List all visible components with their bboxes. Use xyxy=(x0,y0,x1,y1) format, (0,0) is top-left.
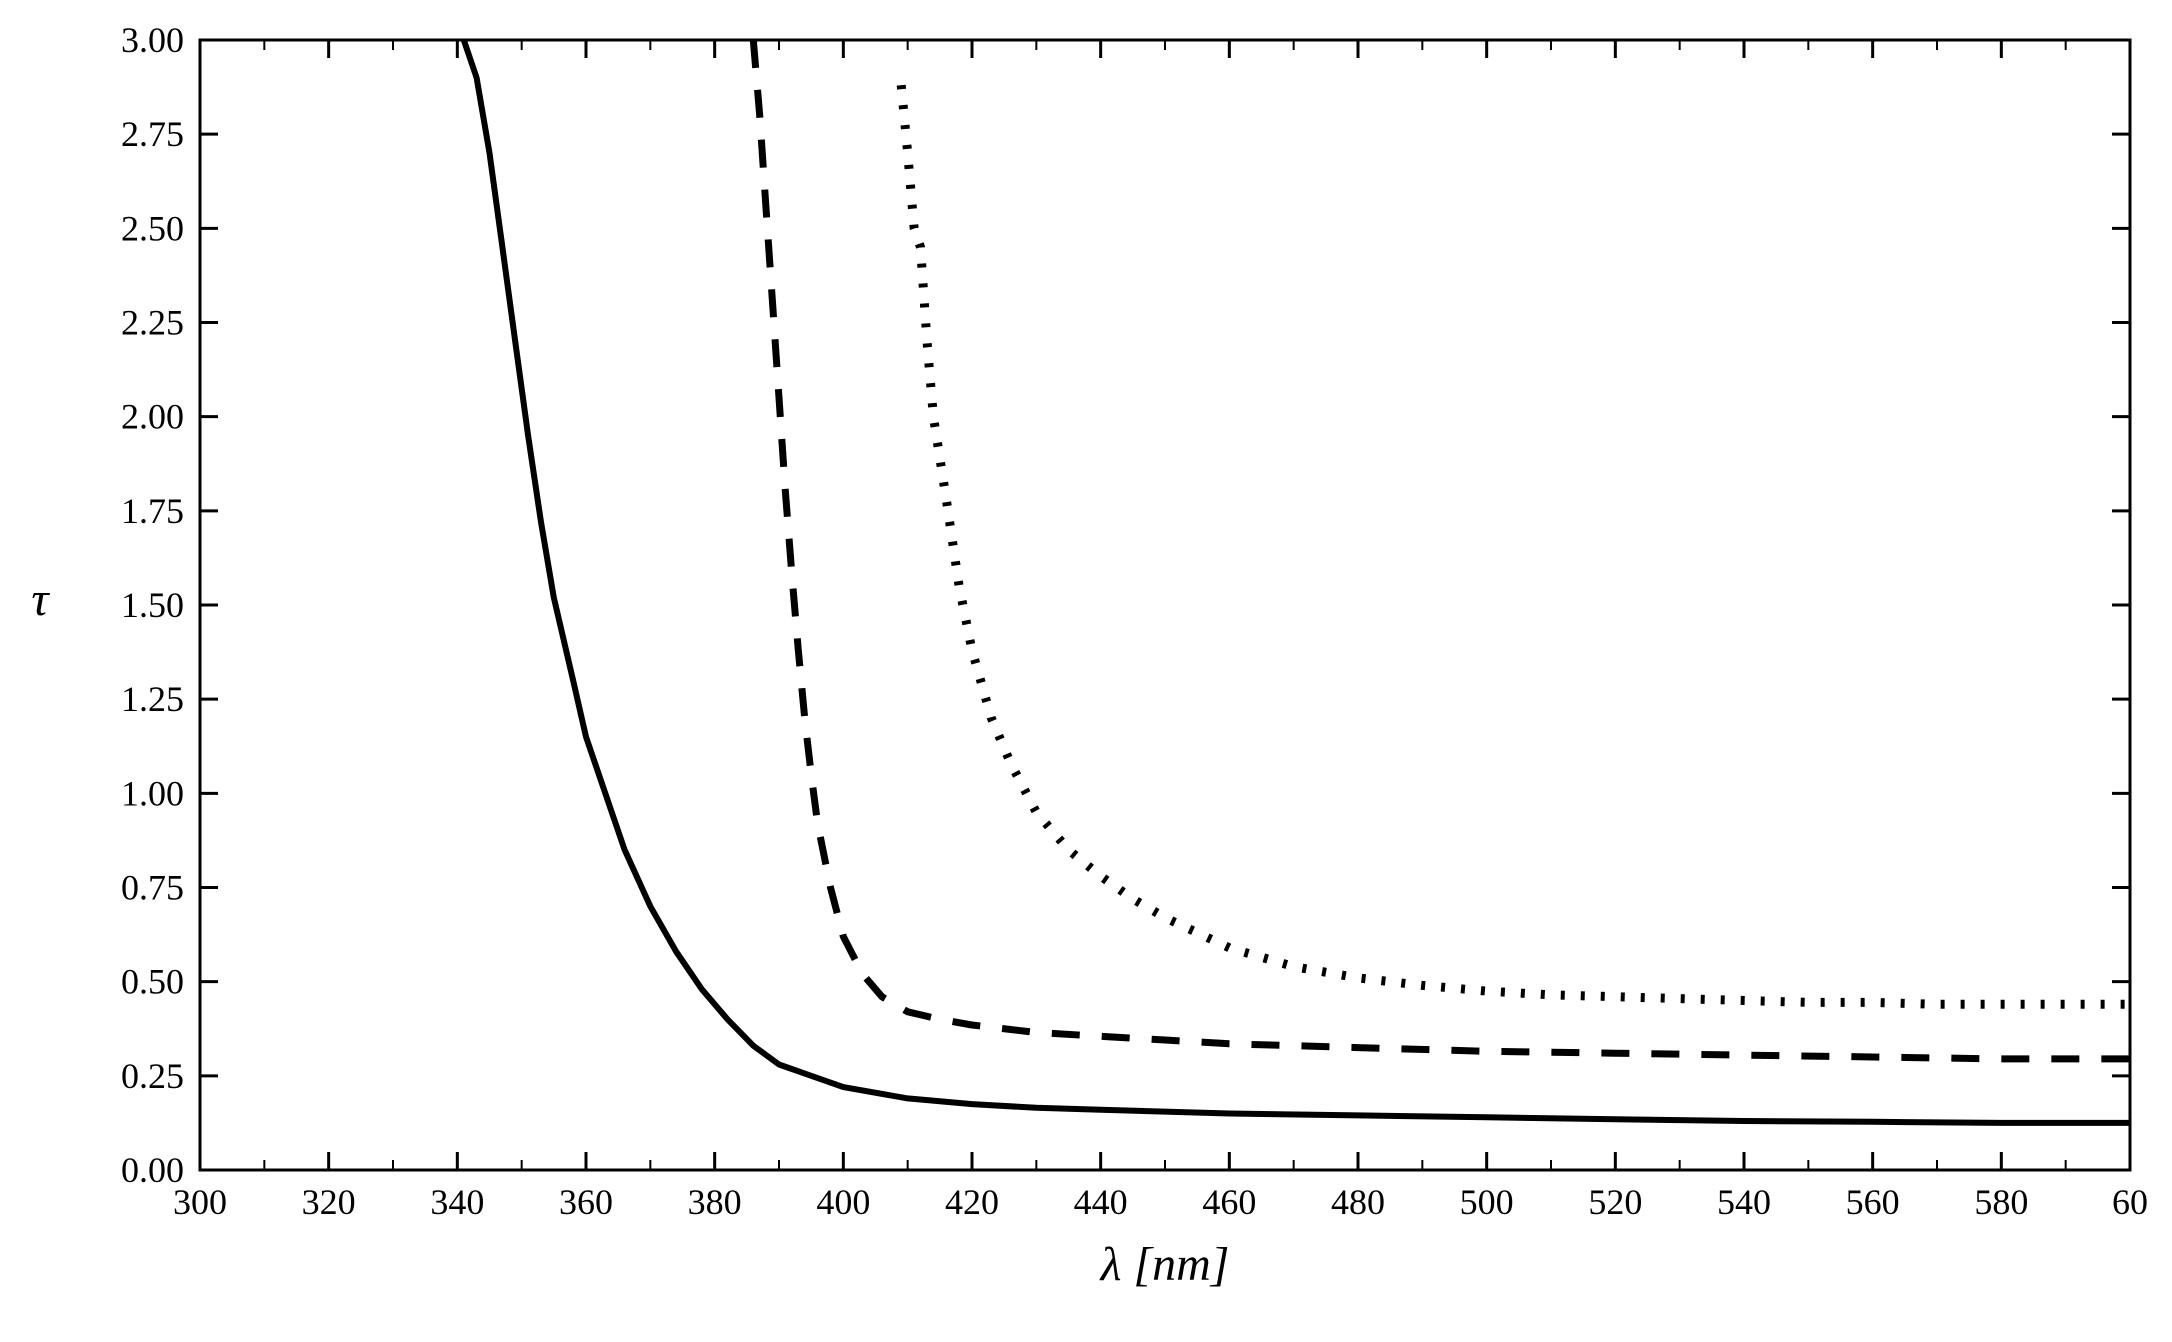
absorption-chart: 3003203403603804004204404604805005205405… xyxy=(0,0,2172,1342)
x-tick-label: 360 xyxy=(559,1182,613,1222)
x-tick-label: 400 xyxy=(816,1182,870,1222)
y-tick-label: 3.00 xyxy=(121,20,184,60)
y-tick-label: 0.00 xyxy=(121,1150,184,1190)
x-tick-label: 480 xyxy=(1331,1182,1385,1222)
x-tick-label: 520 xyxy=(1588,1182,1642,1222)
chart-background xyxy=(0,0,2172,1342)
y-tick-label: 1.00 xyxy=(121,773,184,813)
chart-svg: 3003203403603804004204404604805005205405… xyxy=(0,0,2172,1342)
y-tick-label: 1.75 xyxy=(121,491,184,531)
x-tick-label: 580 xyxy=(1974,1182,2028,1222)
y-tick-label: 0.50 xyxy=(121,962,184,1002)
y-tick-label: 2.75 xyxy=(121,114,184,154)
x-tick-label: 380 xyxy=(688,1182,742,1222)
x-tick-label: 540 xyxy=(1717,1182,1771,1222)
x-tick-label: 500 xyxy=(1460,1182,1514,1222)
x-tick-label: 440 xyxy=(1074,1182,1128,1222)
y-tick-label: 0.75 xyxy=(121,868,184,908)
y-tick-label: 2.25 xyxy=(121,303,184,343)
y-tick-label: 1.50 xyxy=(121,585,184,625)
y-axis-label: τ xyxy=(31,573,50,626)
x-axis-label: λ [nm] xyxy=(1099,1238,1230,1291)
x-tick-label: 560 xyxy=(1846,1182,1900,1222)
x-tick-label: 460 xyxy=(1202,1182,1256,1222)
x-tick-label: 320 xyxy=(302,1182,356,1222)
y-tick-label: 1.25 xyxy=(121,679,184,719)
y-tick-label: 2.00 xyxy=(121,397,184,437)
y-tick-label: 0.25 xyxy=(121,1056,184,1096)
y-tick-label: 2.50 xyxy=(121,208,184,248)
x-tick-label: 60 xyxy=(2112,1182,2148,1222)
x-tick-label: 340 xyxy=(430,1182,484,1222)
x-tick-label: 420 xyxy=(945,1182,999,1222)
